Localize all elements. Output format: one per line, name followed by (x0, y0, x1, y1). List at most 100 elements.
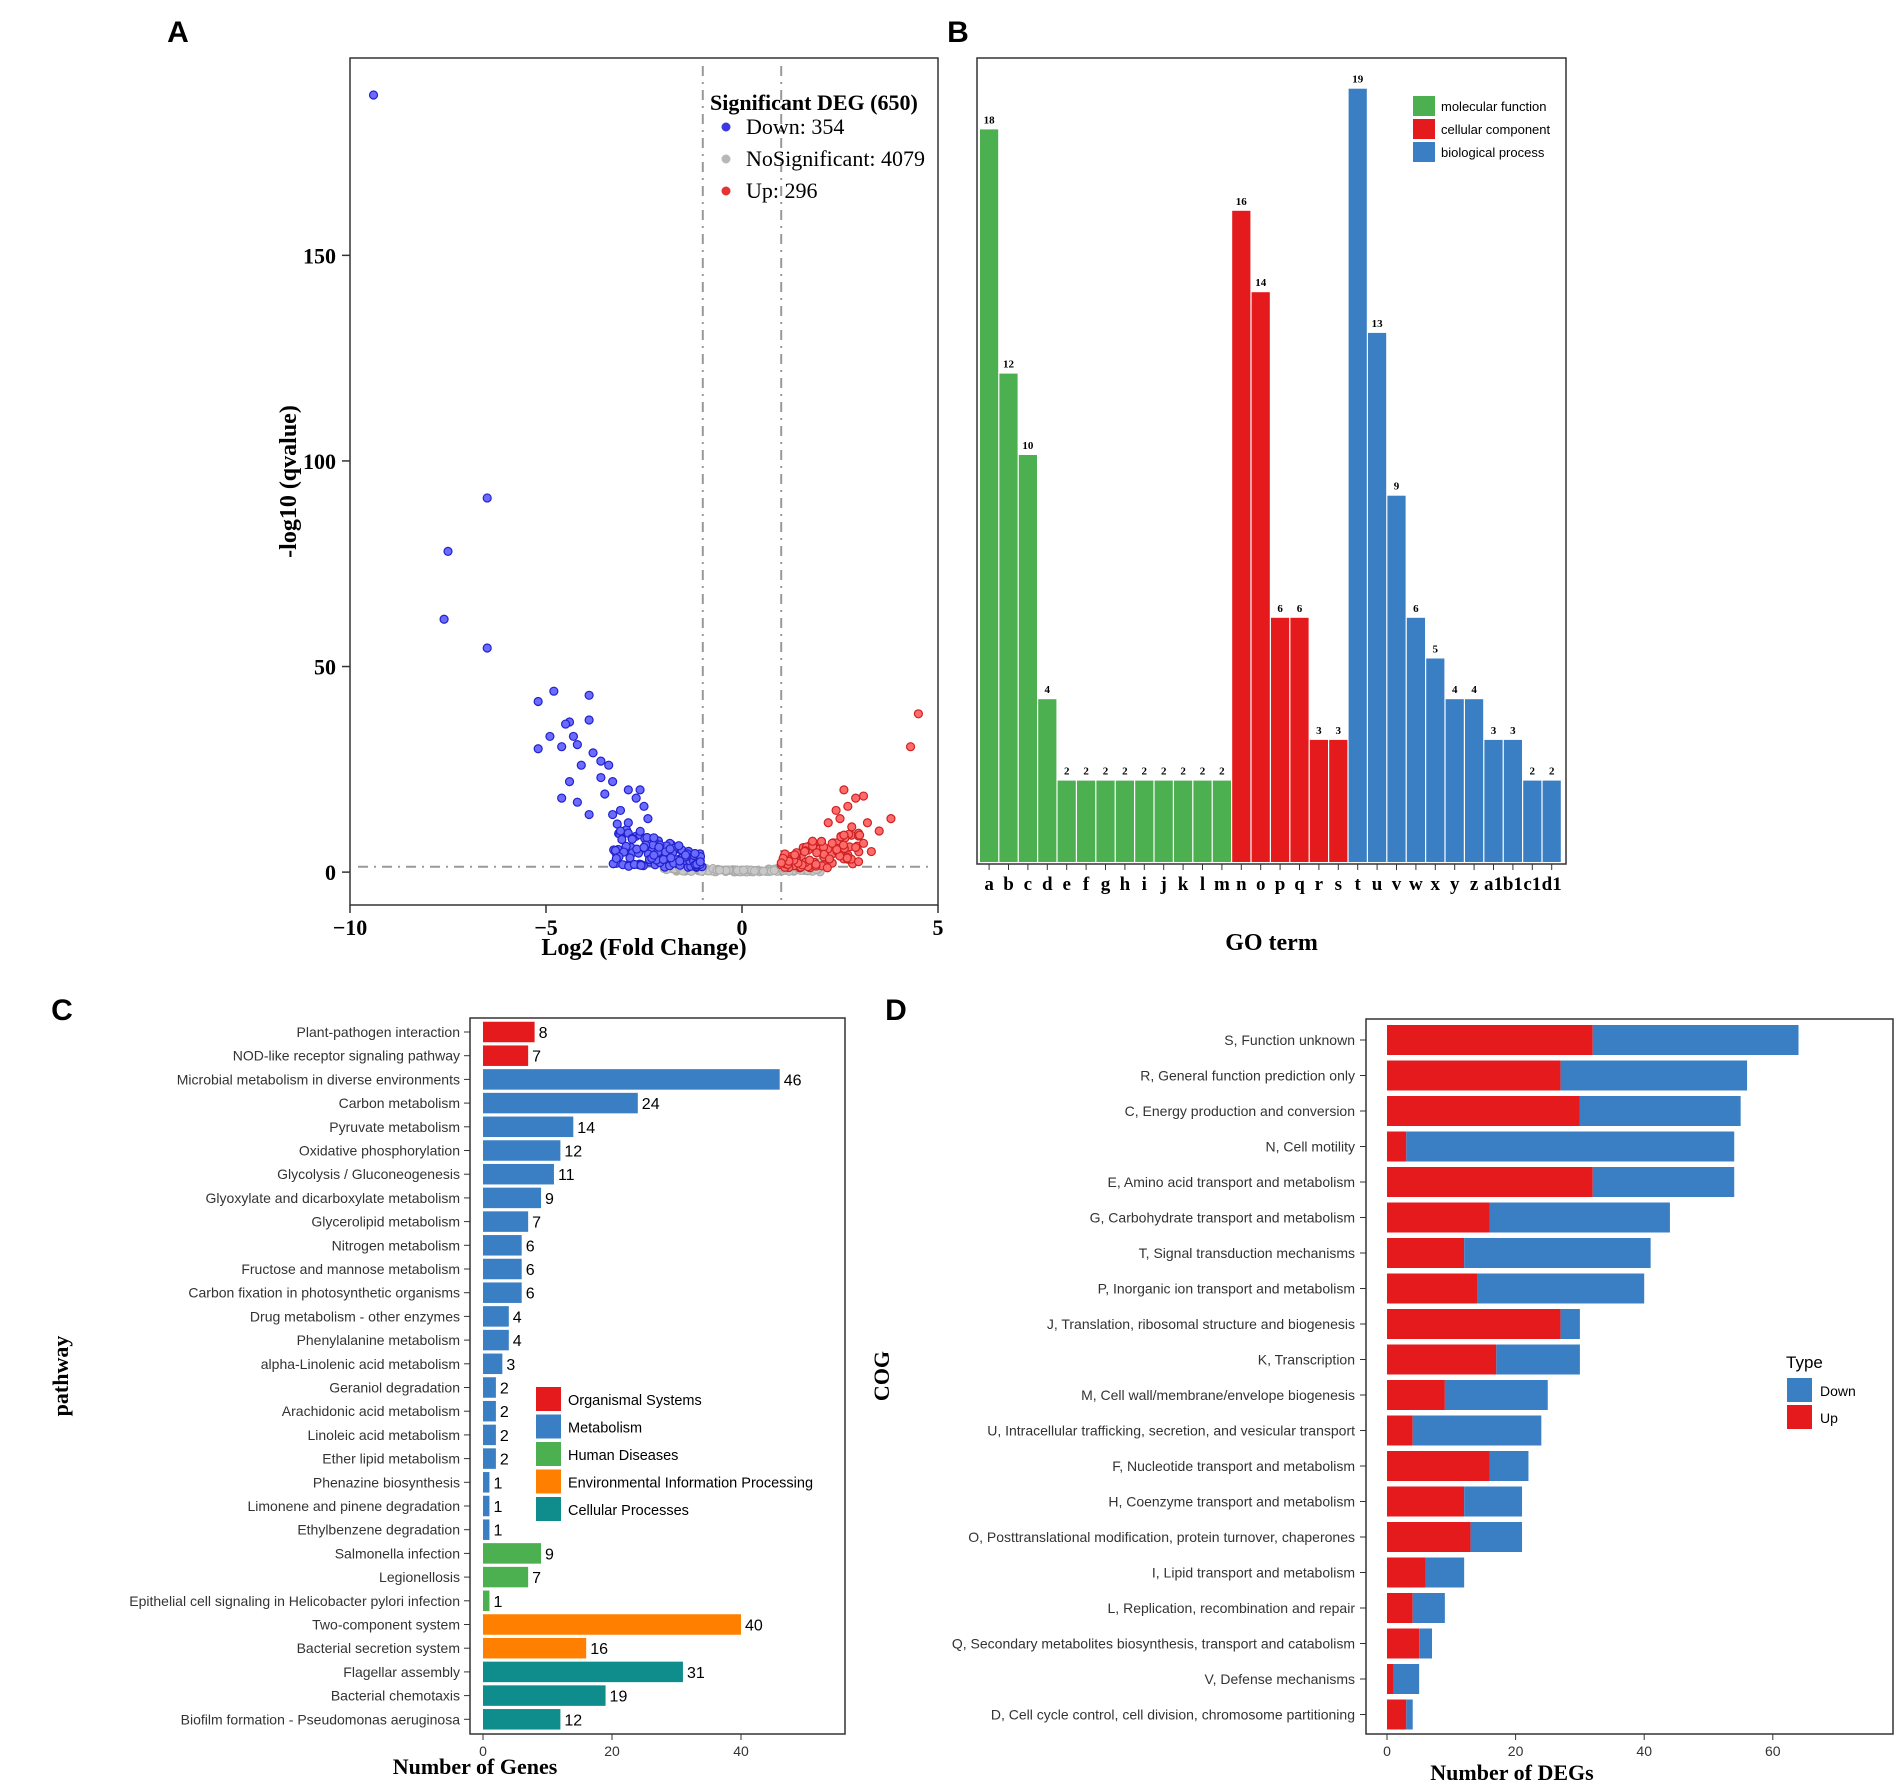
bar-value-label: 16 (1236, 196, 1248, 208)
bar-f (1077, 780, 1096, 862)
bar-value-label: 24 (642, 1096, 660, 1113)
bar-value-label: 9 (1394, 481, 1400, 493)
bar-pathway (483, 1187, 542, 1209)
bar-segment-up (1387, 1380, 1445, 1410)
bar-value-label: 9 (545, 1191, 554, 1208)
point-down (654, 842, 664, 852)
pathway-label: Flagellar assembly (343, 1664, 460, 1680)
bar-c (1018, 455, 1037, 862)
point-down (695, 857, 705, 867)
bar-x (1426, 658, 1445, 862)
legend-swatch (1413, 142, 1435, 162)
legend-item: Up: 296 (746, 178, 818, 203)
point-up (886, 814, 896, 824)
legend-item: Metabolism (568, 1421, 642, 1437)
bar-pathway (483, 1211, 529, 1232)
bar-j (1154, 780, 1173, 862)
pathway-label: Salmonella infection (335, 1545, 460, 1561)
bar-segment-up (1387, 1060, 1561, 1091)
panel-label-c: C (51, 994, 73, 1027)
cog-label: U, Intracellular trafficking, secretion,… (987, 1423, 1355, 1439)
bar-s (1329, 739, 1348, 862)
bar-value-label: 19 (610, 1689, 628, 1706)
bar-pathway (483, 1543, 542, 1564)
bar-segment-up (1387, 1522, 1471, 1552)
x-tick-label: c1 (1523, 874, 1541, 895)
cog-label: J, Translation, ribosomal structure and … (1047, 1316, 1355, 1332)
point-up (913, 709, 924, 719)
pathway-label: Glycerolipid metabolism (311, 1214, 460, 1230)
pathway-label: Pyruvate metabolism (329, 1119, 460, 1135)
legend-swatch (1787, 1378, 1812, 1402)
point-nosignificant (739, 865, 749, 875)
bar-value-label: 4 (513, 1309, 522, 1326)
bar-d (1038, 699, 1057, 862)
x-tick-label: 0 (737, 915, 748, 940)
legend-marker (721, 122, 731, 132)
bar-segment-down (1464, 1486, 1523, 1517)
point-down (639, 842, 649, 853)
x-tick-label: g (1101, 874, 1111, 895)
point-down (584, 690, 594, 700)
bar-value-label: 13 (1372, 318, 1384, 330)
bar-segment-down (1560, 1060, 1748, 1091)
bar-value-label: 4 (1452, 684, 1458, 696)
bar-value-label: 2 (1549, 766, 1555, 778)
x-tick-label: r (1315, 874, 1324, 895)
point-down (615, 805, 626, 816)
point-up (824, 854, 835, 864)
legend-item: Environmental Information Processing (568, 1476, 813, 1492)
bar-value-label: 4 (1471, 684, 1477, 696)
point-down (665, 844, 675, 854)
x-tick-label: y (1450, 874, 1460, 895)
plot-area (1365, 1018, 1894, 1735)
point-up (811, 859, 821, 870)
point-up (853, 857, 864, 867)
bar-value-label: 2 (1200, 766, 1206, 778)
pathway-label: alpha-Linolenic acid metabolism (261, 1356, 460, 1372)
cog-label: S, Function unknown (1224, 1032, 1355, 1048)
plot-area (349, 57, 939, 906)
legend-item: Human Diseases (568, 1448, 678, 1464)
legend-swatch (1787, 1405, 1812, 1429)
bar-z (1465, 699, 1484, 862)
bar-r (1309, 739, 1328, 862)
legend-item: Down: 354 (746, 114, 844, 139)
bar-i (1135, 780, 1154, 862)
point-down (576, 760, 586, 770)
point-up (822, 863, 832, 873)
bar-pathway (483, 1092, 638, 1114)
bar-pathway (483, 1140, 561, 1161)
bar-pathway (483, 1329, 509, 1351)
cog-label: G, Carbohydrate transport and metabolism (1090, 1210, 1355, 1226)
pathway-label: Carbon fixation in photosynthetic organi… (188, 1285, 460, 1301)
bar-value-label: 2 (1083, 766, 1089, 778)
point-down (608, 809, 618, 820)
cog-label: K, Transcription (1258, 1352, 1355, 1368)
x-tick-label: 0 (479, 1743, 487, 1759)
x-tick-label: t (1355, 874, 1362, 895)
point-up (831, 805, 841, 816)
point-down (560, 719, 571, 729)
point-down (549, 686, 559, 696)
x-tick-label: u (1372, 874, 1383, 895)
point-down (584, 809, 594, 820)
bar-e (1057, 780, 1076, 862)
point-down (617, 834, 627, 845)
x-tick-label: b1 (1503, 874, 1523, 895)
point-down (443, 546, 453, 556)
cog-label: F, Nucleotide transport and metabolism (1112, 1458, 1355, 1474)
bar-pathway (483, 1637, 587, 1659)
bar-value-label: 4 (1045, 684, 1051, 696)
bar-pathway (483, 1045, 529, 1066)
pathway-label: Phenazine biosynthesis (313, 1474, 460, 1490)
bar-value-label: 7 (532, 1215, 541, 1232)
bar-segment-up (1387, 1025, 1593, 1055)
panel-c-kegg-pathway-chart: Plant-pathogen interaction 8 NOD-like rece… (48, 1017, 846, 1779)
bar-pathway (483, 1306, 509, 1327)
bar-segment-up (1387, 1202, 1490, 1233)
legend-item: Up (1820, 1410, 1838, 1426)
y-tick-label: 0 (325, 860, 336, 885)
bar-value-label: 14 (1255, 277, 1267, 289)
bar-pathway (483, 1424, 496, 1446)
